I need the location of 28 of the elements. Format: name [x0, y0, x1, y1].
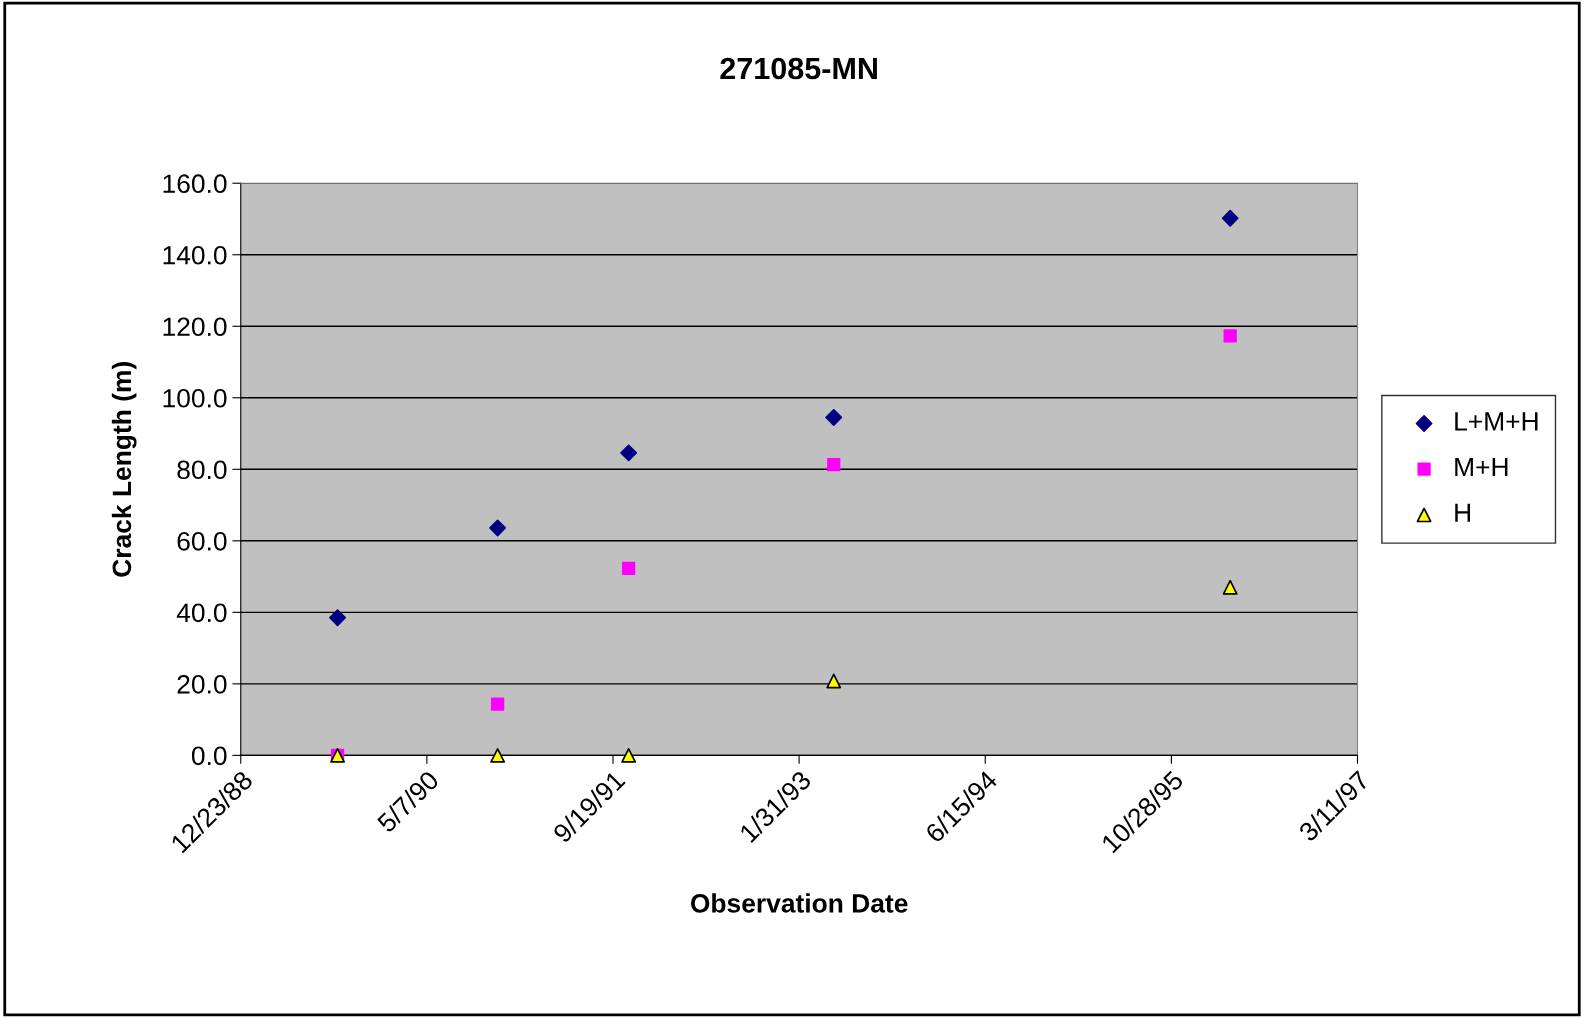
- point: [826, 673, 842, 689]
- y-tick-label: 160.0: [163, 174, 227, 194]
- point: [1222, 579, 1238, 595]
- legend-label: H: [1455, 503, 1471, 522]
- y-tick-label: 60.0: [177, 531, 227, 551]
- point: [1223, 329, 1237, 343]
- point: [621, 747, 637, 763]
- legend-label: M+H: [1455, 457, 1508, 477]
- y-tick-label: 120.0: [163, 317, 227, 337]
- point: [490, 747, 506, 763]
- y-tick-label: 20.0: [177, 674, 227, 694]
- legend-label: L+M+H: [1455, 412, 1538, 431]
- point: [827, 458, 841, 472]
- y-tick-label: 140.0: [163, 245, 227, 265]
- y-tick-label: 100.0: [163, 388, 227, 408]
- y-tick-label: 40.0: [176, 603, 227, 623]
- point: [490, 697, 505, 711]
- y-axis-title: Crack Length (m): [111, 362, 137, 577]
- y-tick-label: 80.0: [177, 460, 227, 480]
- point: [489, 519, 507, 537]
- point: [1221, 209, 1239, 227]
- point: [329, 609, 346, 627]
- point: [621, 561, 636, 575]
- chart-title: 271085-MN: [720, 57, 877, 80]
- point: [825, 409, 843, 426]
- point: [620, 444, 638, 462]
- y-tick-label: 0.0: [191, 746, 227, 766]
- x-axis-title: Observation Date: [690, 893, 908, 913]
